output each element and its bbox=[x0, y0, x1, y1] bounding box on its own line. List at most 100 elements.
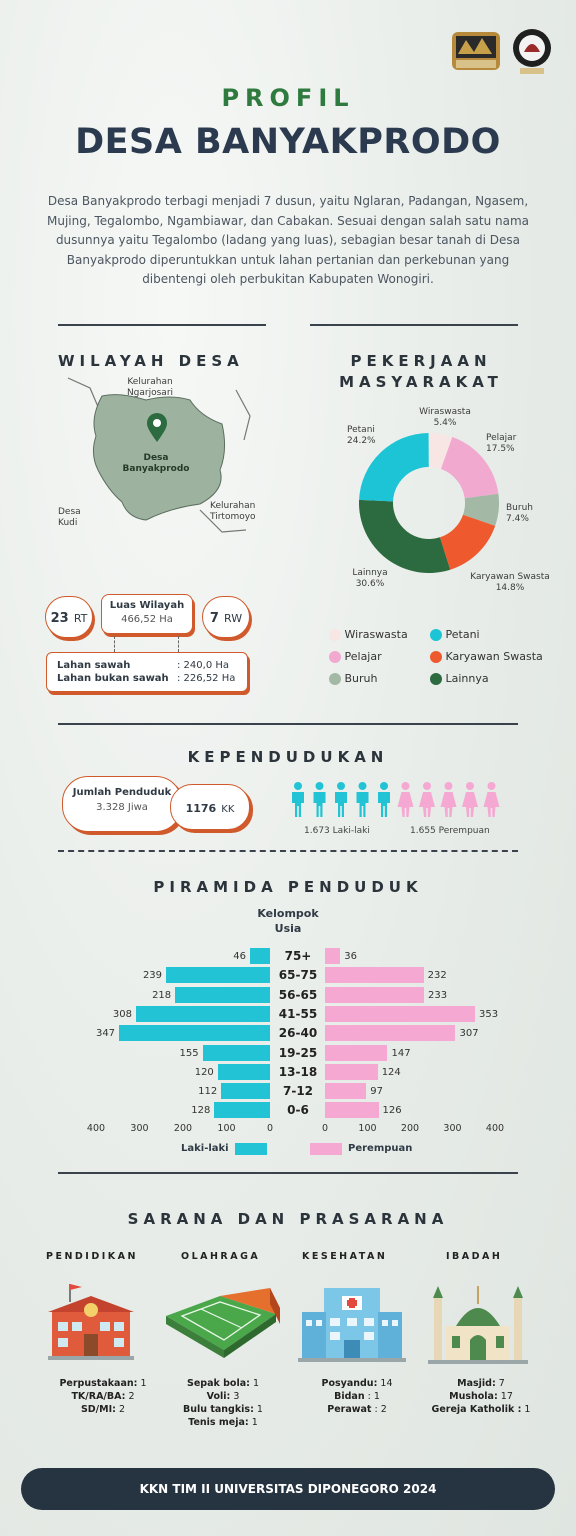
title-desa: DESA BANYAKPRODO bbox=[75, 122, 501, 162]
pyramid-bar-male bbox=[202, 1044, 270, 1061]
university-logo bbox=[513, 29, 551, 74]
facility-list-ibadah: Masjid: 7 Mushola: 17 Gereja Katholik : … bbox=[428, 1377, 534, 1416]
pyramid-tick-left: 0 bbox=[266, 1123, 274, 1134]
pyramid-value-female: 97 bbox=[370, 1086, 383, 1098]
slice-label-buruh: Buruh 7.4% bbox=[506, 503, 533, 524]
pyramid-bar-female bbox=[325, 967, 424, 984]
pyramid-bar-female bbox=[325, 1083, 367, 1100]
list-item: Bidan : 1 bbox=[334, 1391, 380, 1402]
pyramid-tick-right: 400 bbox=[485, 1123, 505, 1134]
legend-wiraswasta: Wiraswasta bbox=[329, 628, 408, 641]
list-item: Gereja Katholik : 1 bbox=[431, 1404, 531, 1415]
pyramid-value-male: 155 bbox=[179, 1047, 199, 1059]
legend-petani: Petani bbox=[430, 628, 480, 641]
category-title-olahraga: OLAHRAGA bbox=[181, 1251, 261, 1262]
slice-label-petani: Petani 24.2% bbox=[347, 425, 376, 446]
pyramid-bar-female bbox=[325, 1102, 379, 1119]
location-pin-icon bbox=[147, 413, 167, 442]
male-person-icon bbox=[378, 782, 390, 817]
pyramid-tick-left: 300 bbox=[130, 1123, 149, 1134]
pyramid-value-female: 147 bbox=[391, 1047, 411, 1059]
pyramid-bar-male bbox=[136, 1005, 270, 1022]
kk-card: 1176 KK bbox=[170, 784, 250, 830]
section-title-pekerjaan-2: MASYARAKAT bbox=[339, 373, 503, 391]
list-item: Perawat : 2 bbox=[327, 1404, 387, 1415]
rw-badge: 7 RW bbox=[202, 596, 250, 638]
section-title-kependudukan: KEPENDUDUKAN bbox=[187, 748, 389, 766]
pyramid-age-label: 7-12 bbox=[282, 1084, 314, 1099]
pyramid-age-axis-label: Kelompok Usia bbox=[257, 907, 319, 935]
pyramid-tick-right: 300 bbox=[443, 1123, 462, 1134]
pyramid-age-label: 41-55 bbox=[278, 1006, 318, 1021]
pyramid-value-male: 112 bbox=[198, 1086, 218, 1098]
facility-list-kesehatan: Posyandu: 14 Bidan : 1 Perawat : 2 bbox=[312, 1377, 402, 1416]
facility-list-olahraga: Sepak bola: 1 Voli: 3 Bulu tangkis: 1 Te… bbox=[178, 1377, 268, 1429]
section-title-pekerjaan: PEKERJAAN bbox=[350, 352, 492, 370]
male-person-icon bbox=[313, 782, 326, 817]
pyramid-tick-left: 200 bbox=[173, 1123, 193, 1134]
pyramid-tick-right: 200 bbox=[400, 1123, 420, 1134]
list-item: Posyandu: 14 bbox=[321, 1378, 393, 1389]
female-person-icon bbox=[419, 782, 435, 817]
list-item: Voli: 3 bbox=[206, 1391, 240, 1402]
list-item: Sepak bola: 1 bbox=[187, 1378, 259, 1389]
hospital-icon bbox=[298, 1288, 406, 1362]
divider bbox=[58, 1172, 518, 1174]
district-logo bbox=[452, 32, 500, 70]
map-label-west: Desa Kudi bbox=[58, 507, 81, 528]
pyramid-age-label: 13-18 bbox=[278, 1064, 318, 1079]
pyramid-age-label: 26-40 bbox=[278, 1026, 318, 1041]
pyramid-value-female: 126 bbox=[382, 1105, 402, 1117]
pyramid-bar-female bbox=[325, 986, 425, 1003]
intro-paragraph: Desa Banyakprodo terbagi menjadi 7 dusun… bbox=[47, 194, 529, 286]
pyramid-bar-male bbox=[166, 967, 270, 984]
facility-list-pendidikan: Perpustakaan: 1 TK/RA/BA: 2 SD/MI: 2 bbox=[58, 1377, 148, 1416]
legend-perempuan-label: Perempuan bbox=[348, 1143, 413, 1154]
slice-label-lainnya: Lainnya 30.6% bbox=[352, 568, 388, 589]
donut-slice-wiraswasta bbox=[429, 433, 453, 470]
pyramid-bar-male bbox=[175, 986, 270, 1003]
list-item: Mushola: 17 bbox=[449, 1391, 513, 1402]
footer-banner: KKN TIM II UNIVERSITAS DIPONEGORO 2024 bbox=[21, 1468, 555, 1510]
stadium-icon bbox=[166, 1288, 280, 1358]
donut-slice-lainnya bbox=[359, 499, 451, 573]
donut-slice-pelajar bbox=[440, 436, 499, 499]
pyramid-value-male: 128 bbox=[191, 1105, 211, 1117]
title-profil: PROFIL bbox=[221, 84, 355, 112]
pyramid-value-female: 353 bbox=[479, 1008, 499, 1020]
pyramid-tick-left: 100 bbox=[217, 1123, 236, 1134]
divider bbox=[58, 324, 266, 326]
legend-laki-swatch bbox=[235, 1143, 267, 1155]
male-person-icon bbox=[292, 782, 304, 817]
pekerjaan-donut-chart bbox=[359, 433, 499, 573]
pyramid-bar-female bbox=[325, 1005, 476, 1022]
legend-lainnya: Lainnya bbox=[430, 672, 489, 685]
connector bbox=[114, 636, 115, 652]
donut-slice-buruh bbox=[463, 493, 499, 526]
category-title-ibadah: IBADAH bbox=[446, 1251, 503, 1262]
population-people-icons bbox=[292, 782, 500, 817]
pyramid-age-label: 19-25 bbox=[278, 1045, 318, 1060]
mosque-icon bbox=[428, 1286, 528, 1364]
legend-pelajar: Pelajar bbox=[329, 650, 382, 663]
pyramid-tick-right: 100 bbox=[358, 1123, 377, 1134]
donut-slice-petani bbox=[359, 433, 429, 502]
pyramid-bar-female bbox=[325, 948, 341, 964]
category-title-kesehatan: KESEHATAN bbox=[302, 1251, 388, 1262]
list-item: Masjid: 7 bbox=[457, 1378, 505, 1389]
pyramid-bar-male bbox=[214, 1102, 270, 1119]
pyramid-bar-male bbox=[217, 1063, 270, 1080]
map-label-east: Kelurahan Tirtomoyo bbox=[210, 501, 256, 522]
pyramid-tick-right: 0 bbox=[321, 1123, 329, 1134]
male-person-icon bbox=[335, 782, 347, 817]
divider bbox=[58, 723, 518, 725]
pyramid-age-label: 65-75 bbox=[278, 968, 318, 983]
pyramid-value-male: 46 bbox=[233, 951, 246, 962]
pyramid-bar-male bbox=[249, 948, 270, 964]
list-item: Tenis meja: 1 bbox=[188, 1417, 258, 1428]
legend-laki-label: Laki-laki bbox=[181, 1143, 229, 1154]
slice-label-pelajar: Pelajar 17.5% bbox=[486, 433, 517, 454]
slice-label-karyawan: Karyawan Swasta 14.8% bbox=[470, 572, 550, 593]
list-item: Perpustakaan: 1 bbox=[59, 1378, 147, 1389]
